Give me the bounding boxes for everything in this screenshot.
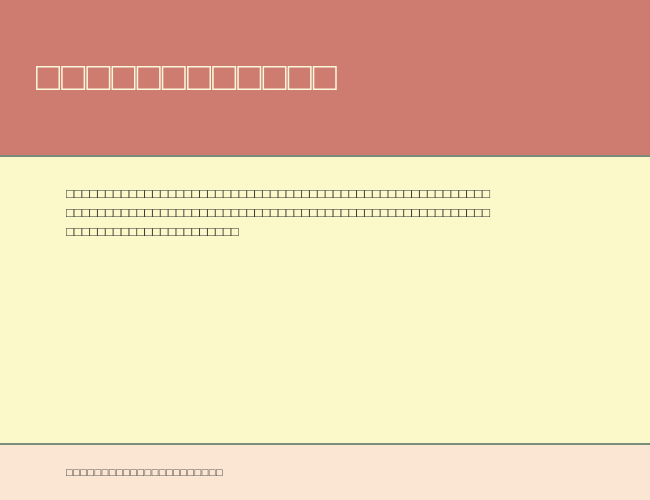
footer-section: □□□□□□□□□□□□□□□□□□□□□□: [0, 445, 650, 500]
page-title: □□□□□□□□□□□□: [36, 55, 338, 100]
footer-text: □□□□□□□□□□□□□□□□□□□□□□: [66, 467, 223, 479]
body-paragraph: □□□□□□□□□□□□□□□□□□□□□□□□□□□□□□□□□□□□□□□□…: [66, 185, 496, 242]
body-section: □□□□□□□□□□□□□□□□□□□□□□□□□□□□□□□□□□□□□□□□…: [0, 157, 650, 443]
header-banner: □□□□□□□□□□□□: [0, 0, 650, 155]
